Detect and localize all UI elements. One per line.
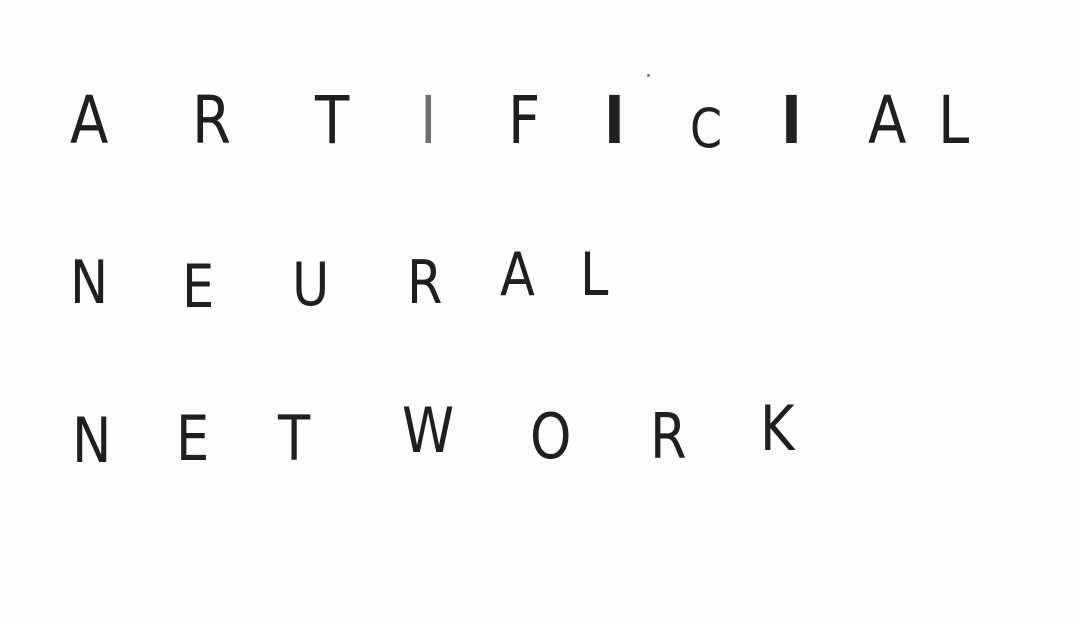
letter: A bbox=[868, 82, 907, 159]
letter: I bbox=[420, 82, 437, 159]
letter: N bbox=[72, 404, 112, 477]
letter: I bbox=[604, 82, 625, 159]
letter: C bbox=[690, 97, 723, 160]
letter: K bbox=[760, 392, 795, 465]
letter: E bbox=[176, 402, 210, 475]
line-neural: N E U R A L bbox=[0, 245, 1073, 325]
letter: E bbox=[182, 252, 215, 322]
letter: R bbox=[650, 400, 687, 473]
letter: R bbox=[407, 248, 443, 318]
letter: L bbox=[580, 240, 609, 310]
letter: W bbox=[402, 394, 455, 467]
letter: F bbox=[508, 82, 541, 159]
letter: L bbox=[938, 82, 970, 159]
letter: T bbox=[315, 82, 350, 159]
letter: U bbox=[292, 250, 330, 320]
letter: A bbox=[70, 82, 109, 159]
letter: T bbox=[278, 402, 311, 475]
letter: N bbox=[70, 248, 109, 318]
letter: R bbox=[192, 82, 231, 159]
line-artificial: A R T I F I C I A L bbox=[0, 88, 1073, 168]
letter: A bbox=[500, 240, 535, 310]
letter: I bbox=[781, 82, 802, 159]
letter: O bbox=[530, 400, 572, 473]
ink-speck bbox=[647, 74, 650, 77]
line-network: N E T W O R K bbox=[0, 398, 1073, 478]
